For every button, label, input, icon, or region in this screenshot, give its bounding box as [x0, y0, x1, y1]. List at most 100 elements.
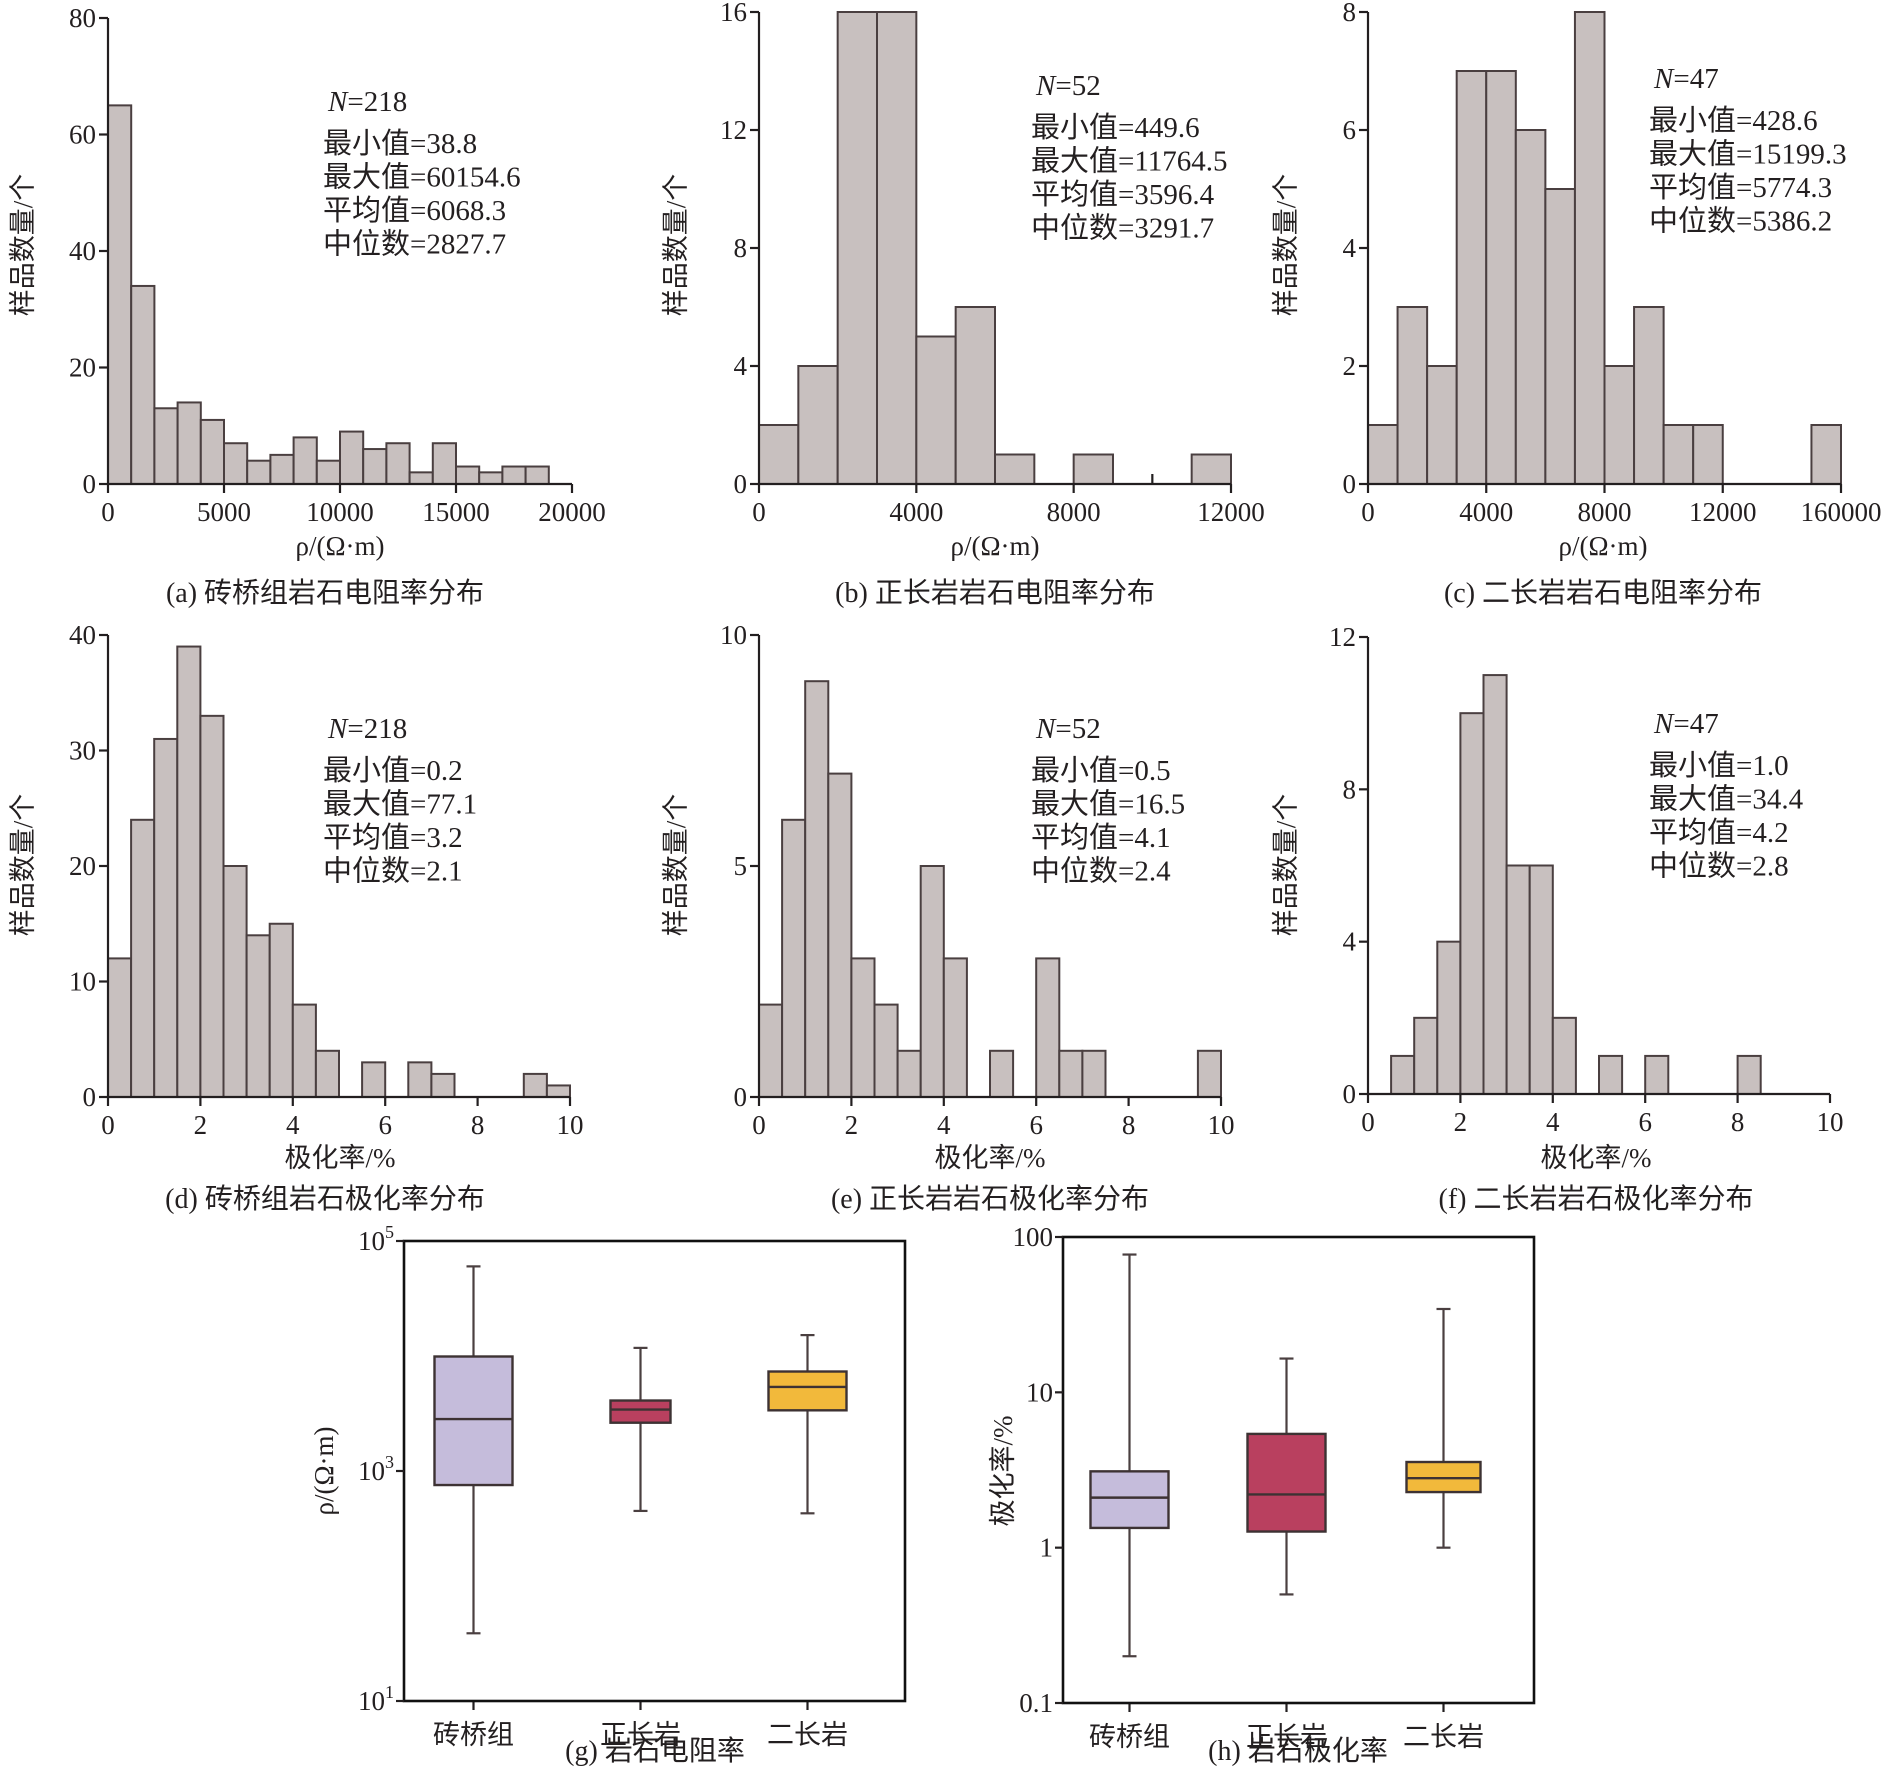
chart-caption: (b) 正长岩岩石电阻率分布: [835, 577, 1155, 609]
y-tick-base: 10: [358, 1686, 385, 1716]
y-tick-label: 0: [83, 1082, 97, 1112]
y-tick-exponent: 1: [385, 1682, 394, 1702]
histogram-bar: [1810, 424, 1842, 485]
histogram-bar: [850, 957, 876, 1099]
y-tick-label: 30: [69, 736, 96, 766]
x-tick-label: 正长岩: [600, 1720, 681, 1750]
stats-line: 中位数=5386.2: [1649, 205, 1832, 238]
box-iqr: [433, 1355, 514, 1487]
histogram-bar: [430, 1072, 456, 1099]
y-tick-label: 0: [1343, 1079, 1357, 1109]
chart-panel-b: 0 4 8 12 16 0 4000 8000 12000 ρ/(Ω·m) 样品数量/个 N=52 最小…: [661, 0, 1265, 609]
x-tick-label: 2: [845, 1110, 859, 1140]
y-tick-label: 40: [69, 236, 96, 266]
histogram-bar: [1072, 453, 1114, 485]
x-tick-label: 砖桥组: [433, 1720, 514, 1750]
chart-panel-f: 0 4 8 12 0 2 4 6 8 10 极化率/% 样品数量/个 N=47 最小值=1.0最大值=34…: [1271, 622, 1844, 1215]
y-tick-exponent: 5: [385, 1222, 394, 1242]
histogram-bar: [797, 365, 839, 485]
x-tick-label: 8: [1731, 1107, 1745, 1137]
histogram-bar: [1528, 864, 1554, 1095]
histogram-bar: [130, 818, 156, 1098]
stats-n-value: =218: [347, 86, 407, 118]
y-tick-label: 0: [83, 469, 97, 499]
histogram-bar: [362, 448, 388, 485]
histogram-bar: [246, 459, 272, 486]
stats-n-value: =52: [1055, 70, 1100, 102]
histogram-bar: [408, 471, 434, 486]
histogram-bar: [315, 459, 341, 486]
stats-n-symbol: N: [327, 713, 349, 745]
stats-n: N=218: [327, 713, 407, 745]
histogram-bar: [758, 1003, 784, 1098]
x-tick-label: 4000: [1459, 497, 1513, 527]
y-tick-label: 8: [1343, 0, 1357, 27]
stats-n: N=47: [1653, 708, 1719, 740]
y-tick-base: 1: [1040, 1533, 1054, 1563]
stats-n-symbol: N: [1653, 63, 1675, 95]
histogram-bar: [292, 436, 318, 485]
stats-line: 最小值=1.0: [1649, 749, 1789, 782]
histogram-bar: [1485, 70, 1517, 485]
stats-line: 平均值=3596.4: [1031, 178, 1215, 211]
y-tick-exponent: 3: [385, 1452, 394, 1472]
x-tick-label: 10: [1208, 1110, 1235, 1140]
stats-line: 最大值=60154.6: [323, 161, 521, 194]
x-axis-title: ρ/(Ω·m): [295, 531, 384, 561]
y-tick-label: 6: [1343, 115, 1357, 145]
histogram-bar: [942, 957, 968, 1099]
chart-panel-h: 砖桥组 正长岩 二长岩 0.1 1 10 100 极化率/% (h) 岩石极化率: [988, 1222, 1536, 1767]
histogram-bar: [407, 1061, 433, 1098]
y-tick-label: 20: [69, 353, 96, 383]
stats-n-symbol: N: [1653, 708, 1675, 740]
x-tick-label: 2: [1454, 1107, 1468, 1137]
histogram-bar: [1544, 188, 1576, 485]
y-tick-label: 0.1: [1019, 1688, 1053, 1718]
y-tick-label: 0: [734, 1082, 748, 1112]
stats-line: 平均值=3.2: [323, 821, 463, 854]
y-tick-label: 4: [1343, 233, 1357, 263]
y-axis-title: 极化率/%: [988, 1416, 1018, 1527]
histogram-bar: [153, 407, 179, 485]
y-axis-title: 样品数量/个: [1271, 174, 1301, 317]
y-tick-label: 5: [734, 851, 748, 881]
y-tick-label: 4: [734, 351, 748, 381]
x-tick-label: 8000: [1578, 497, 1632, 527]
x-axis-title: ρ/(Ω·m): [1558, 531, 1647, 561]
histogram-bar: [1692, 424, 1724, 485]
stats-line: 最小值=0.5: [1031, 754, 1171, 787]
histogram-bar: [781, 818, 807, 1098]
x-tick-label: 10: [1817, 1107, 1844, 1137]
histogram-bar: [1196, 1049, 1223, 1099]
histogram-bar: [836, 11, 879, 485]
x-tick-label: 正长岩: [1246, 1722, 1327, 1752]
box-iqr: [1246, 1432, 1327, 1533]
histogram-bar: [1573, 11, 1606, 485]
histogram-bar: [1633, 306, 1665, 485]
histogram-bar: [339, 430, 365, 486]
chart-caption: (f) 二长岩岩石极化率分布: [1439, 1183, 1754, 1215]
y-tick-label: 0: [734, 469, 748, 499]
histogram-bar: [994, 453, 1036, 485]
chart-caption: (a) 砖桥组岩石电阻率分布: [166, 577, 484, 609]
x-tick-label: 8: [471, 1110, 485, 1140]
y-tick-label: 20: [69, 851, 96, 881]
histogram-bar: [269, 453, 295, 485]
stats-n-value: =47: [1673, 708, 1718, 740]
histogram-bar: [223, 442, 249, 486]
x-tick-label: 8000: [1047, 497, 1101, 527]
y-tick-label: 100: [1013, 1222, 1054, 1252]
histogram-bar: [199, 418, 226, 485]
histogram-bar: [291, 1003, 317, 1098]
chart-caption: (h) 岩石极化率: [1208, 1735, 1388, 1767]
histogram-bar: [1426, 365, 1458, 485]
x-tick-label: 6: [378, 1110, 392, 1140]
histogram-bar: [314, 1049, 340, 1099]
histogram-bar: [1603, 365, 1636, 485]
stats-line: 最小值=0.2: [323, 754, 463, 787]
y-tick-label: 2: [1343, 351, 1357, 381]
stats-line: 最大值=77.1: [323, 788, 477, 821]
x-tick-label: 4000: [889, 497, 943, 527]
y-tick-label: 8: [734, 233, 748, 263]
x-tick-label: 10: [557, 1110, 584, 1140]
